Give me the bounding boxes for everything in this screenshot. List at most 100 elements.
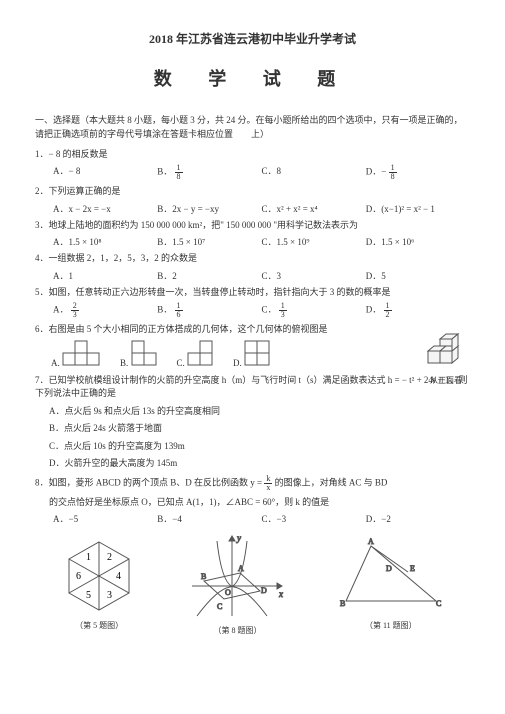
q5-b-den: 6 [175, 311, 183, 319]
q7-text: 7．已知学校航模组设计制作的火箭的升空高度 h（m）与飞行时间 t（s）满足函数… [35, 374, 470, 401]
q6-3d-label: 从正面看 [422, 375, 470, 386]
triangle-icon: A B C D E [336, 536, 446, 616]
q3-text: 3．地球上陆地的面积约为 150 000 000 km²，把" 150 000 … [35, 219, 470, 233]
bottom-figures: 1 2 6 4 5 3 （第 5 题图） x y A O C [35, 531, 470, 636]
fig8-caption: （第 8 题图） [187, 625, 287, 636]
q5-opt-d: D． 12 [366, 302, 470, 319]
q4-opt-a: A．1 [53, 269, 157, 282]
svg-text:D: D [386, 564, 392, 573]
q1-d-label: D．− [366, 167, 387, 177]
q1-opt-d: D．− 1 8 [366, 164, 470, 181]
q4-opt-b: B．2 [157, 269, 261, 282]
q5-d-den: 2 [384, 311, 392, 319]
q8-options: A．−5 B．−4 C．−3 D．−2 [53, 512, 470, 525]
q1-opt-a: A．− 8 [53, 164, 157, 181]
svg-text:B: B [340, 599, 345, 608]
section-1-intro: 一、选择题（本大题共 8 小题，每小题 3 分，共 24 分。在每小题所给出的四… [35, 113, 470, 142]
svg-text:B: B [201, 572, 206, 581]
q3-opt-b: B．1.5 × 10⁷ [157, 235, 261, 248]
q2-options: A．x − 2x = −x B．2x − y = −xy C．x² + x² =… [53, 202, 470, 215]
q2-opt-a: A．x − 2x = −x [53, 202, 157, 215]
q6-3d-figure: 从正面看 [422, 323, 470, 386]
q5-a-den: 3 [71, 311, 79, 319]
svg-text:D: D [261, 586, 267, 595]
svg-text:6: 6 [76, 571, 81, 582]
q7-opt-c: C．点火后 10s 的升空高度为 139m [49, 440, 470, 454]
q8-opt-a: A．−5 [53, 512, 157, 525]
q1-text: 1．− 8 的相反数是 [35, 148, 470, 162]
q8-t2: 的图像上，对角线 AC 与 BD [275, 477, 388, 487]
q1-b-den: 8 [175, 173, 183, 181]
q5-text: 5．如图，任意转动正六边形转盘一次，当转盘停止转动时，指针指向大于 3 的数的概… [35, 286, 470, 300]
fig11-container: A B C D E （第 11 题图） [336, 536, 446, 631]
q4-options: A．1 B．2 C．3 D．5 [53, 269, 470, 282]
q5-opt-c: C． 13 [262, 302, 366, 319]
svg-text:C: C [436, 599, 441, 608]
q7-opt-a: A．点火后 9s 和点火后 13s 的升空高度相同 [49, 405, 470, 419]
svg-text:4: 4 [116, 571, 121, 582]
q6-opt-b: B. [120, 340, 159, 368]
q8-opt-b: B．−4 [157, 512, 261, 525]
q8-t1: 8．如图，菱形 ABCD 的两个顶点 B、D 在反比例函数 y = [35, 477, 264, 487]
fig8-container: x y A O C B D （第 8 题图） [187, 531, 287, 636]
hexagon-spinner-icon: 1 2 6 4 5 3 [59, 536, 139, 616]
svg-text:O: O [225, 588, 231, 597]
q8-text1: 8．如图，菱形 ABCD 的两个顶点 B、D 在反比例函数 y = kx 的图像… [35, 475, 470, 492]
q8-opt-d: D．−2 [366, 512, 470, 525]
q8-opt-c: C．−3 [262, 512, 366, 525]
q7-opt-b: B．点火后 24s 火箭落于地面 [49, 422, 470, 436]
q5-b-label: B． [157, 305, 172, 315]
q4-opt-d: D．5 [366, 269, 470, 282]
q5-c-den: 3 [279, 311, 287, 319]
q6-text: 6．右图是由 5 个大小相同的正方体搭成的几何体，这个几何体的俯视图是 [35, 323, 470, 337]
q1-b-label: B． [157, 167, 172, 177]
q6-d-label: D. [233, 358, 242, 368]
svg-text:A: A [238, 564, 244, 573]
q8-text3: 的交点恰好是坐标原点 O，已知点 A(1，1)，∠ABC = 60°，则 k 的… [49, 496, 470, 510]
q8-k-den: x [264, 484, 272, 492]
fig5-caption: （第 5 题图） [59, 620, 139, 631]
fig11-caption: （第 11 题图） [336, 620, 446, 631]
svg-text:3: 3 [107, 590, 112, 601]
q5-opt-a: A． 23 [53, 302, 157, 319]
q1-opt-b: B． 1 8 [157, 164, 261, 181]
svg-text:x: x [278, 589, 283, 599]
rhombus-graph-icon: x y A O C B D [187, 531, 287, 621]
q5-d-label: D． [366, 305, 382, 315]
svg-text:C: C [217, 602, 222, 611]
q1-d-den: 8 [389, 173, 397, 181]
svg-text:E: E [410, 564, 415, 573]
svg-text:1: 1 [86, 552, 91, 563]
q3-options: A．1.5 × 10⁸ B．1.5 × 10⁷ C．1.5 × 10⁹ D．1.… [53, 235, 470, 248]
q1-b-frac: 1 8 [175, 164, 183, 181]
q4-text: 4．一组数据 2，1，2，5，3，2 的众数是 [35, 252, 470, 266]
q5-options: A． 23 B． 16 C． 13 D． 12 [53, 302, 470, 319]
q2-opt-c: C．x² + x² = x⁴ [262, 202, 366, 215]
fig5-container: 1 2 6 4 5 3 （第 5 题图） [59, 536, 139, 631]
q1-options: A．− 8 B． 1 8 C．8 D．− 1 8 [53, 164, 470, 181]
q1-opt-c: C．8 [262, 164, 366, 181]
q6-options: A. B. C. D. [51, 340, 470, 368]
q6-opt-d: D. [233, 340, 272, 368]
q5-a-label: A． [53, 305, 69, 315]
q4-opt-c: C．3 [262, 269, 366, 282]
exam-header-year: 2018 年江苏省连云港初中毕业升学考试 [35, 30, 470, 47]
q5-opt-b: B． 16 [157, 302, 261, 319]
q5-c-label: C． [262, 305, 277, 315]
q3-opt-d: D．1.5 × 10⁶ [366, 235, 470, 248]
q3-opt-c: C．1.5 × 10⁹ [262, 235, 366, 248]
q1-d-frac: 1 8 [389, 164, 397, 181]
q3-opt-a: A．1.5 × 10⁸ [53, 235, 157, 248]
q6-b-label: B. [120, 358, 128, 368]
q2-opt-b: B．2x − y = −xy [157, 202, 261, 215]
q6-opt-c: C. [177, 340, 216, 368]
q6-c-label: C. [177, 358, 185, 368]
svg-text:y: y [236, 533, 241, 543]
svg-text:2: 2 [107, 552, 112, 563]
q2-text: 2．下列运算正确的是 [35, 185, 470, 199]
q7-opt-d: D．火箭升空的最大高度为 145m [49, 457, 470, 471]
svg-text:A: A [368, 537, 374, 546]
q6-opt-a: A. [51, 340, 102, 368]
svg-text:5: 5 [86, 590, 91, 601]
q2-opt-d: D．(x−1)² = x² − 1 [366, 202, 470, 215]
